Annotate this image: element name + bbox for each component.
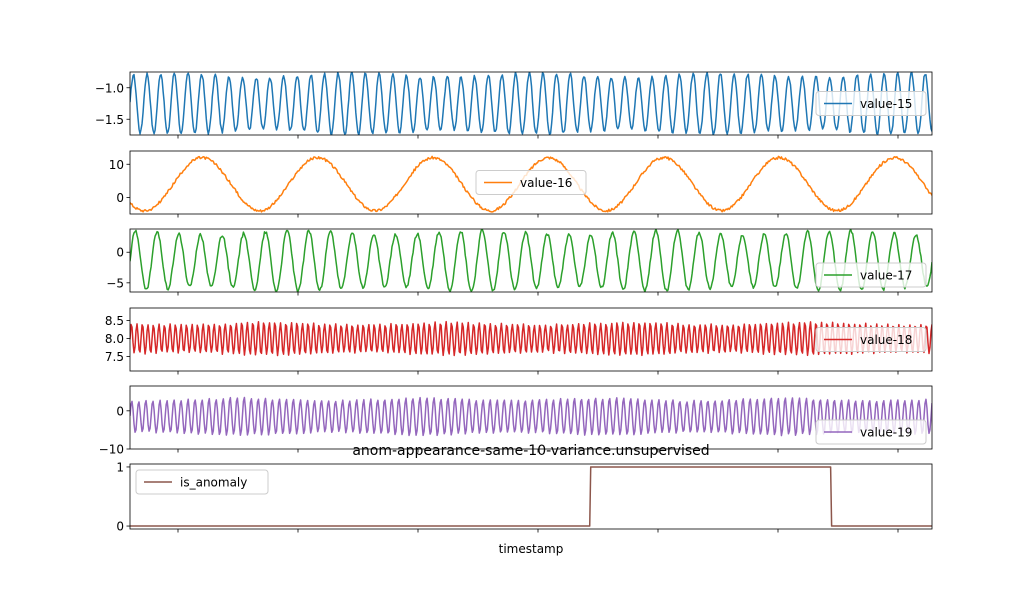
y-tick-label-value-15-1: −1.0 — [95, 81, 124, 95]
legend-label-value-19: value-19 — [860, 426, 912, 440]
chart-title: anom-appearance-same-10-variance.unsuper… — [352, 443, 709, 459]
y-tick-label-value-19-0: −10 — [99, 443, 124, 457]
y-tick-label-value-15-0: −1.5 — [95, 113, 124, 127]
series-line-value-15 — [130, 72, 932, 135]
y-tick-label-value-16-1: 10 — [109, 158, 124, 172]
legend-box-value-19 — [815, 419, 927, 445]
legend-value-15: value-15 — [815, 91, 927, 116]
series-line-value-18 — [130, 320, 932, 357]
y-tick-label-value-17-0: −5 — [106, 276, 124, 290]
legend-label-value-18: value-18 — [860, 333, 912, 347]
axes-frame-value-17 — [129, 228, 933, 293]
legend-label-value-17: value-17 — [860, 269, 912, 283]
series-line-value-17 — [130, 229, 932, 292]
legend-is_anomaly: is_anomaly — [135, 469, 269, 495]
legend-box-is_anomaly — [135, 469, 269, 495]
axes-frame-value-16 — [129, 150, 933, 215]
panel-value-18: 7.5 8.0 8.5 value-18 — [105, 307, 933, 375]
series-line-is_anomaly — [130, 466, 932, 527]
y-tick-label-value-18-0: 7.5 — [105, 350, 124, 364]
y-tick-label-value-16-0: 0 — [116, 191, 124, 205]
legend-label-is_anomaly: is_anomaly — [180, 476, 247, 490]
axes-frame-value-19 — [129, 385, 933, 450]
series-line-value-19 — [130, 396, 932, 437]
legend-value-18: value-18 — [815, 327, 927, 352]
legend-box-value-16 — [475, 170, 587, 195]
y-tick-label-is_anomaly-0: 0 — [116, 520, 124, 534]
legend-box-value-17 — [815, 262, 927, 288]
axes-frame-value-15 — [129, 71, 933, 136]
x-axis-label: timestamp — [499, 542, 564, 556]
series-line-value-16 — [130, 155, 932, 213]
legend-label-value-16: value-16 — [520, 176, 572, 190]
axes-frame-is_anomaly — [129, 463, 933, 530]
legend-box-value-15 — [815, 91, 927, 116]
panel-value-17: −5 0 value-17 — [106, 228, 933, 296]
y-tick-label-value-18-1: 8.0 — [105, 332, 124, 346]
legend-box-value-18 — [815, 327, 927, 352]
panel-value-15: −1.5 −1.0 value-15 — [95, 71, 933, 139]
y-tick-label-is_anomaly-1: 1 — [116, 460, 124, 474]
axes-frame-value-18 — [129, 307, 933, 372]
panel-is_anomaly: 0 1 is_anomaly — [116, 460, 933, 534]
panel-value-16: 0 10 value-16 — [109, 150, 933, 218]
legend-value-16: value-16 — [475, 170, 587, 195]
legend-label-value-15: value-15 — [860, 97, 912, 111]
y-tick-label-value-17-1: 0 — [116, 246, 124, 260]
legend-value-19: value-19 — [815, 419, 927, 445]
panel-value-19: −10 0 value-19 — [99, 385, 933, 457]
y-tick-label-value-18-2: 8.5 — [105, 314, 124, 328]
legend-value-17: value-17 — [815, 262, 927, 288]
y-tick-label-value-19-1: 0 — [116, 404, 124, 418]
